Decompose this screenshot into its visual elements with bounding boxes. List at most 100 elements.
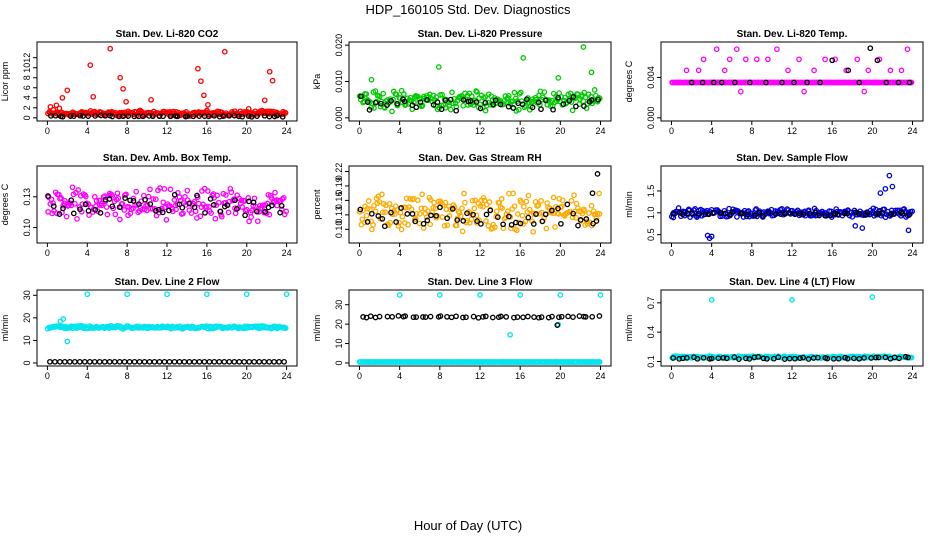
series-secondary [357,171,601,230]
panel-title: Stan. Dev. Line 2 Flow [115,277,220,288]
data-point [589,190,596,197]
data-point [140,113,146,120]
data-point [474,218,480,224]
data-point [368,210,375,217]
y-tick-label: 0 [334,360,344,365]
data-point [112,211,119,218]
data-point [444,215,451,222]
data-point [156,113,163,120]
x-tick-label: 0 [357,126,362,136]
data-point [829,57,836,64]
x-tick-label: 20 [867,248,877,258]
data-point [261,358,268,365]
x-tick-label: 4 [709,371,714,381]
data-point [204,188,211,194]
data-point [521,203,527,210]
data-point [396,292,403,298]
data-point [514,314,521,320]
data-point [498,196,505,202]
y-tick-label: 0.4 [646,326,656,339]
data-point [223,192,229,198]
data-point [282,110,289,116]
x-tick-label: 8 [125,248,130,258]
data-point [221,358,228,365]
y-tick-label: 6 [22,85,32,90]
y-tick-label: 4 [22,95,32,100]
data-point [559,197,566,204]
data-point [555,205,561,212]
y-tick-label: 0.10 [334,221,344,239]
data-point [196,113,203,119]
data-point [117,216,123,223]
data-point [389,313,396,320]
data-point [482,99,489,106]
data-point [689,210,695,217]
data-point [427,313,434,320]
y-tick-label: 1.5 [646,185,656,198]
data-point [523,96,530,103]
data-point [221,48,228,55]
data-point [74,216,80,222]
data-point [889,183,896,190]
data-point [856,79,863,86]
data-point [515,106,522,113]
data-point [576,313,583,319]
data-point [245,105,252,112]
data-point [433,212,439,219]
data-point [92,113,98,119]
data-point [207,196,214,202]
data-point [573,103,579,110]
data-point [160,113,166,120]
data-point [800,211,807,218]
data-point [269,202,275,209]
data-point [413,104,420,111]
data-point [581,103,587,109]
data-point [841,210,848,217]
data-point [119,201,126,207]
data-point [513,227,520,234]
data-point [393,219,399,225]
data-point [231,196,237,203]
x-tick-label: 12 [787,371,797,381]
data-point [588,97,595,103]
x-tick-label: 4 [397,371,402,381]
series-secondary [47,358,287,365]
data-point [570,94,577,100]
y-tick-label: 12 [22,53,32,63]
data-point [801,88,807,95]
data-point [859,225,866,231]
data-point [412,218,419,225]
x-tick-label: 20 [867,371,877,381]
data-point [708,355,715,362]
y-tick-label: 0.020 [334,34,344,57]
data-point [57,358,63,365]
data-point [854,56,861,63]
data-point [774,46,780,53]
data-point [582,94,589,101]
data-point [497,101,504,108]
data-point [438,106,445,113]
data-point [744,211,751,218]
data-point [126,358,133,365]
y-axis-label: ml/min [312,315,322,342]
x-tick-label: 20 [242,126,252,136]
data-point [482,313,489,320]
data-point [453,313,459,320]
data-point [718,79,725,86]
data-point [505,93,512,99]
x-tick-label: 8 [749,126,754,136]
data-point [184,187,191,194]
data-point [710,79,717,86]
data-point [501,101,507,107]
data-point [525,313,531,320]
data-point [243,206,250,213]
data-point [566,98,573,104]
panel-5: Stan. Dev. Gas Stream RH percent 0 4 8 12 16 20… [312,153,612,258]
data-point [726,56,733,63]
data-point [852,223,859,229]
data-point [554,322,561,328]
data-point [121,358,128,365]
data-point [708,233,715,240]
data-point [874,57,881,64]
data-point [588,69,595,76]
